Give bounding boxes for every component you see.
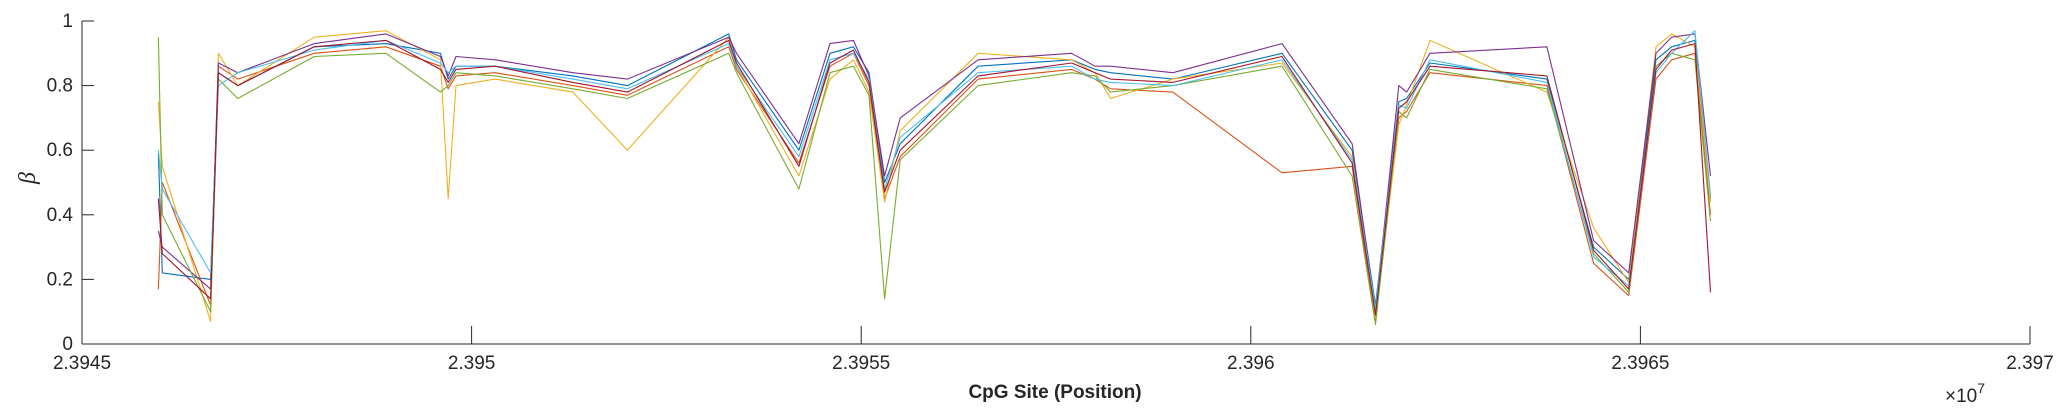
axes: 2.3945 2.395 2.3955 2.396 2.3965 2.397 0 0.2 0.4… <box>47 11 2054 374</box>
x-axis-exponent-base: ×10 <box>1945 386 1977 407</box>
y-tick-label: 0 <box>62 334 73 355</box>
y-tick-label: 0.8 <box>47 76 73 97</box>
x-tick-label: 2.3955 <box>832 353 890 374</box>
x-tick-label: 2.395 <box>448 353 496 374</box>
y-tick-label: 0.6 <box>47 140 73 161</box>
series-line <box>157 30 1712 322</box>
x-tick-label: 2.3945 <box>53 353 111 374</box>
plot-area <box>157 30 1712 326</box>
x-axis-title: CpG Site (Position) <box>968 382 1141 403</box>
x-axis-exponent-power: 7 <box>1977 380 1985 396</box>
series-line <box>157 33 1712 313</box>
series-line <box>157 30 1712 310</box>
x-tick-label: 2.3965 <box>1611 353 1669 374</box>
y-tick-label: 0.2 <box>47 269 73 290</box>
series-line <box>157 46 1712 322</box>
x-tick-label: 2.396 <box>1227 353 1275 374</box>
y-tick-label: 0.4 <box>47 205 74 226</box>
series-line <box>157 33 1712 306</box>
series-line <box>157 39 1712 316</box>
y-tick-label: 1 <box>62 11 73 32</box>
series-line <box>157 37 1712 326</box>
x-axis-exponent: ×107 <box>1945 380 1985 407</box>
x-tick-label: 2.397 <box>2006 353 2054 374</box>
y-axis-title: β <box>15 172 41 185</box>
